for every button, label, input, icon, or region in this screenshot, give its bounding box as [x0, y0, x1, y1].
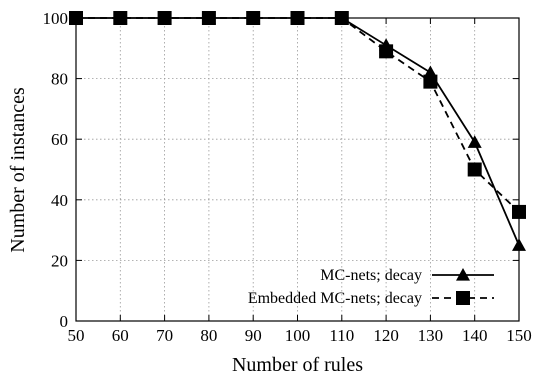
triangle-point [467, 135, 482, 148]
legend-marker [456, 268, 470, 281]
x-tick-label: 70 [156, 326, 173, 345]
x-tick-label: 130 [418, 326, 444, 345]
triangle-point [423, 65, 438, 79]
y-tick-label: 80 [51, 70, 68, 89]
legend-marker [456, 291, 470, 305]
triangle-point [69, 11, 83, 24]
x-tick-label: 90 [245, 326, 262, 345]
y-tick-label: 0 [60, 312, 69, 331]
x-tick-label: 140 [462, 326, 488, 345]
legend-entry: MC-nets; decay [320, 267, 494, 284]
triangle-point [290, 11, 305, 24]
x-tick-label: 60 [112, 326, 129, 345]
legend-label: Embedded MC-nets; decay [248, 290, 422, 307]
triangle-point [201, 11, 216, 24]
y-tick-label: 60 [51, 130, 68, 149]
y-tick-label: 40 [51, 191, 68, 210]
triangle-point [379, 38, 394, 51]
x-tick-label: 80 [200, 326, 217, 345]
legend-entry: Embedded MC-nets; decay [248, 290, 494, 307]
legend-label: MC-nets; decay [320, 267, 422, 284]
x-tick-label: 120 [373, 326, 399, 345]
square-point [467, 162, 482, 177]
triangle-point [246, 11, 261, 24]
y-tick-label: 100 [43, 9, 69, 28]
y-tick-label: 20 [51, 251, 68, 270]
triangle-point [113, 11, 128, 24]
x-axis-label: Number of rules [232, 354, 363, 376]
x-tick-label: 50 [68, 326, 85, 345]
triangle-point [157, 11, 172, 24]
grid-lines [76, 18, 519, 321]
legend: MC-nets; decay Embedded MC-nets; decay [248, 267, 494, 307]
x-tick-label: 100 [285, 326, 311, 345]
y-axis-label: Number of instances [7, 87, 29, 253]
triangle-point [334, 11, 349, 24]
x-tick-label: 150 [506, 326, 532, 345]
x-tick-label: 110 [329, 326, 354, 345]
axis-ticks: 50 60 70 80 90 100 110 120 130 140 150 0 20 40 60 80 100 [43, 9, 532, 345]
